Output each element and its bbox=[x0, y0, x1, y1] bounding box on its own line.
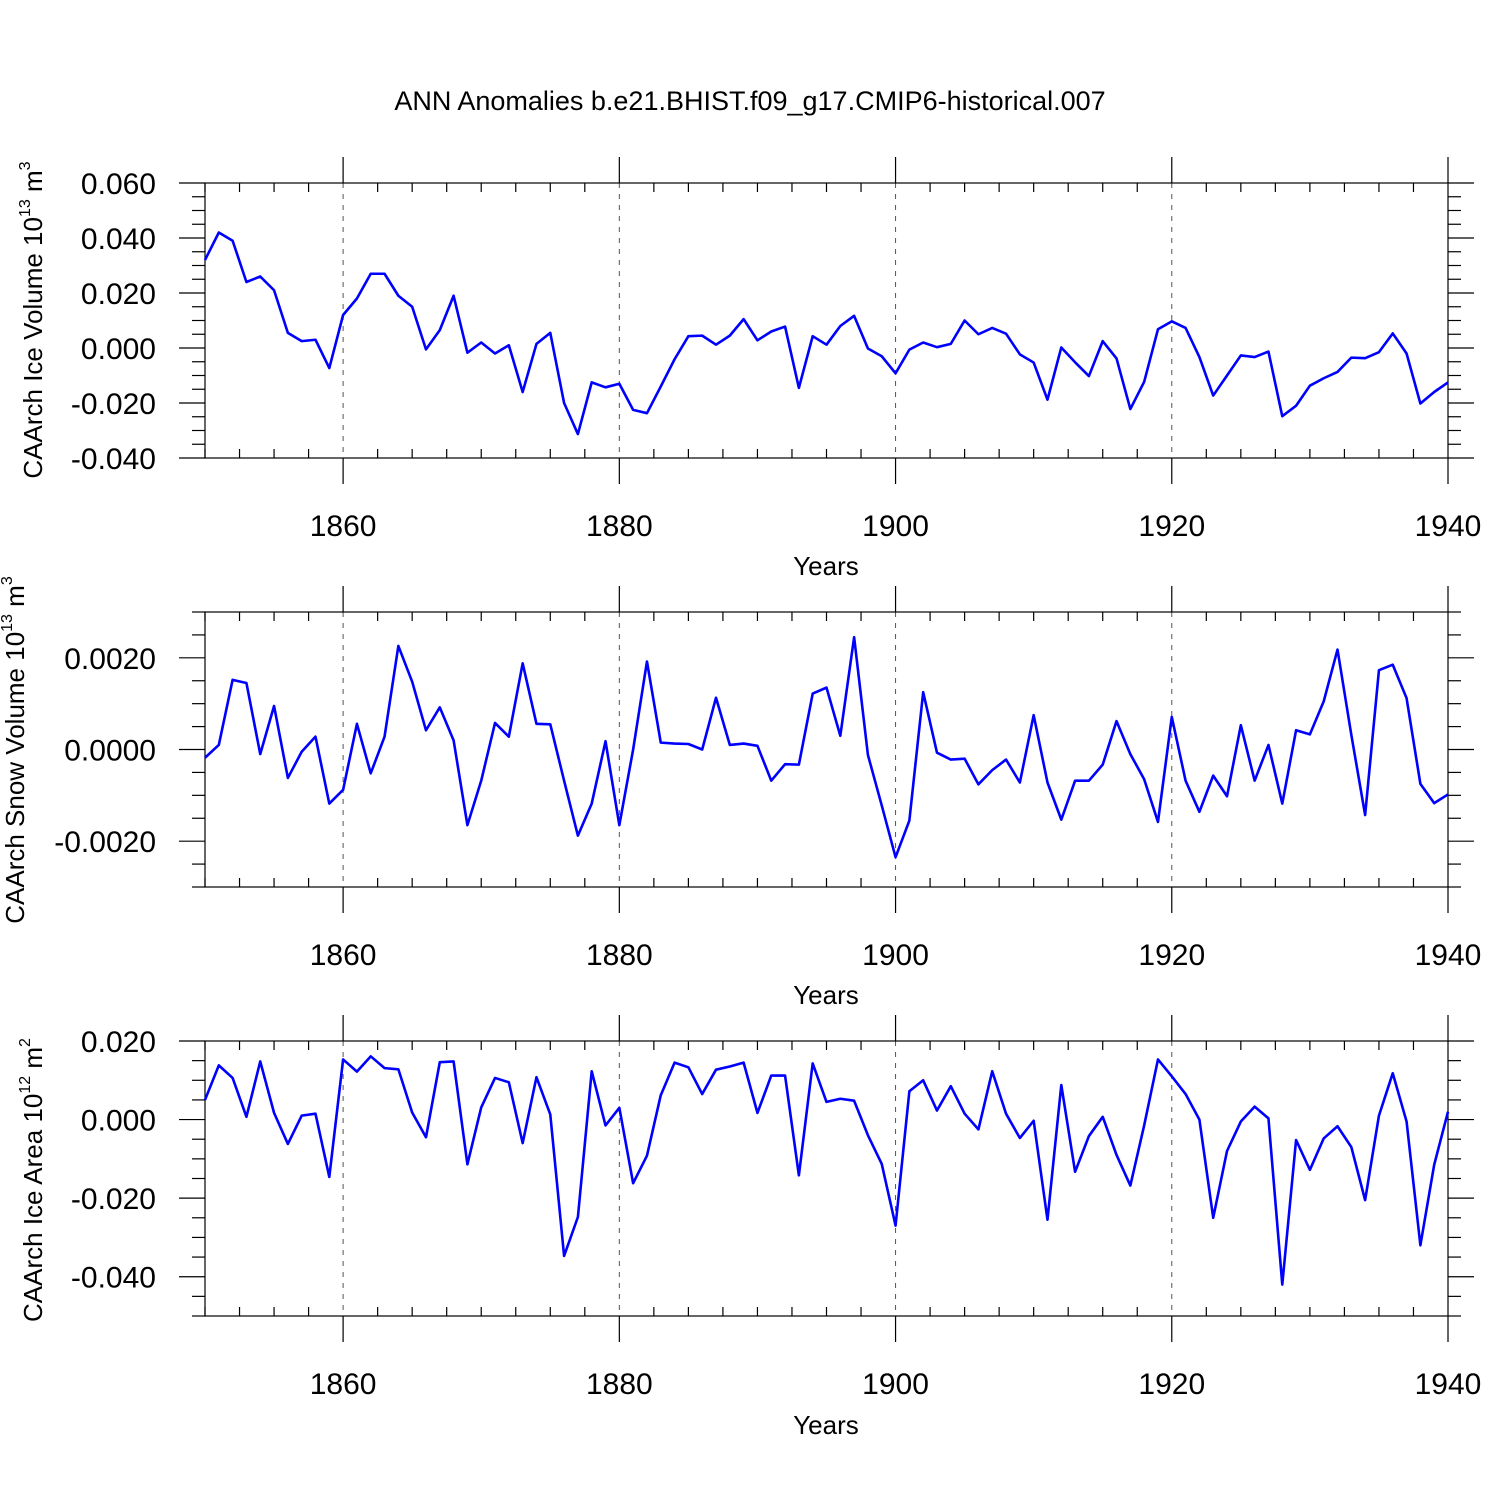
x-tick-label-1920-snow-volume: 1920 bbox=[1138, 939, 1205, 972]
x-tick-label-1920-ice-area: 1920 bbox=[1138, 1368, 1205, 1401]
plot-frame-snow-volume bbox=[204, 611, 1449, 888]
y-tick-label-ice-volume: 0.000 bbox=[81, 333, 156, 366]
plot-frame-ice-volume bbox=[204, 182, 1449, 459]
y-tick-label-ice-area: -0.020 bbox=[71, 1183, 156, 1216]
xlabel-snow-volume: Years bbox=[793, 980, 859, 1010]
xlabel-ice-volume: Years bbox=[793, 551, 859, 581]
panel-ice-volume: Years CAArch Ice Volume 1013 m3 1860 1880… bbox=[17, 157, 1481, 581]
y-tick-label-snow-volume: 0.0020 bbox=[64, 643, 156, 676]
y-tick-label-ice-area: 0.020 bbox=[81, 1026, 156, 1059]
panel-snow-volume: Years CAArch Snow Volume 1013 m3 1860 188… bbox=[0, 576, 1481, 1010]
x-tick-label-1860-snow-volume: 1860 bbox=[310, 939, 377, 972]
x-tick-label-1900-snow-volume: 1900 bbox=[862, 939, 929, 972]
x-tick-label-1940-ice-area: 1940 bbox=[1415, 1368, 1482, 1401]
xlabel-ice-area: Years bbox=[793, 1410, 859, 1440]
y-tick-label-ice-area: -0.040 bbox=[71, 1262, 156, 1295]
x-tick-label-1880-ice-area: 1880 bbox=[586, 1368, 653, 1401]
series-line-ice-area bbox=[203, 1055, 1450, 1286]
y-tick-label-ice-volume: 0.020 bbox=[81, 278, 156, 311]
x-tick-label-1920-ice-volume: 1920 bbox=[1138, 510, 1205, 543]
plot-frame-ice-area bbox=[204, 1040, 1449, 1317]
y-tick-label-ice-volume: 0.060 bbox=[81, 168, 156, 201]
series-line-ice-volume bbox=[203, 231, 1449, 436]
y-tick-label-ice-volume: -0.020 bbox=[71, 388, 156, 421]
x-tick-label-1880-ice-volume: 1880 bbox=[586, 510, 653, 543]
x-tick-label-1880-snow-volume: 1880 bbox=[586, 939, 653, 972]
ylabel-ice-area: CAArch Ice Area 1012 m2 bbox=[17, 1038, 48, 1322]
x-tick-label-1860-ice-area: 1860 bbox=[310, 1368, 377, 1401]
y-tick-label-snow-volume: 0.0000 bbox=[64, 735, 156, 768]
y-tick-label-snow-volume: -0.0020 bbox=[54, 826, 156, 859]
panel-ice-area: Years CAArch Ice Area 1012 m2 1860 1880 19… bbox=[17, 1015, 1481, 1440]
ylabel-snow-volume: CAArch Snow Volume 1013 m3 bbox=[0, 576, 30, 924]
x-tick-label-1940-ice-volume: 1940 bbox=[1415, 510, 1482, 543]
y-tick-label-ice-volume: 0.040 bbox=[81, 223, 156, 256]
y-tick-label-ice-volume: -0.040 bbox=[71, 443, 156, 476]
x-tick-label-1900-ice-area: 1900 bbox=[862, 1368, 929, 1401]
series-line-snow-volume bbox=[204, 635, 1449, 859]
x-tick-label-1940-snow-volume: 1940 bbox=[1415, 939, 1482, 972]
ylabel-ice-volume: CAArch Ice Volume 1013 m3 bbox=[17, 161, 48, 478]
x-tick-label-1860-ice-volume: 1860 bbox=[310, 510, 377, 543]
y-tick-label-ice-area: 0.000 bbox=[81, 1105, 156, 1138]
chart-title: ANN Anomalies b.e21.BHIST.f09_g17.CMIP6-… bbox=[394, 86, 1105, 116]
x-tick-label-1900-ice-volume: 1900 bbox=[862, 510, 929, 543]
